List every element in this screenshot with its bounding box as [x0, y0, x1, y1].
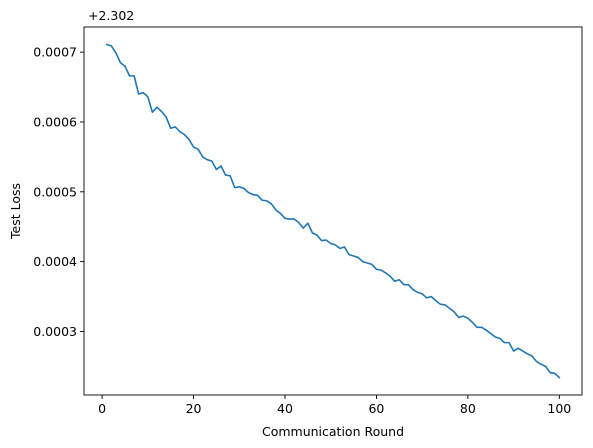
- plot-frame: [83, 26, 583, 396]
- y-tick-label: 0.0005: [33, 184, 77, 199]
- plot-area: [105, 43, 561, 379]
- y-axis-label: Test Loss: [8, 183, 23, 240]
- x-axis: 0 20 40 60 80 100: [98, 395, 571, 416]
- y-tick-label: 0.0007: [33, 45, 77, 60]
- x-tick-label: 0: [98, 401, 106, 416]
- x-tick-label: 20: [186, 401, 202, 416]
- x-tick-label: 60: [368, 401, 384, 416]
- y-tick-label: 0.0004: [33, 254, 77, 269]
- y-axis: 0.0003 0.0004 0.0005 0.0006 0.0007: [33, 45, 84, 339]
- y-tick-label: 0.0006: [33, 114, 77, 129]
- y-offset-label: +2.302: [88, 8, 134, 23]
- x-tick-label: 100: [547, 401, 571, 416]
- x-tick-label: 40: [277, 401, 293, 416]
- y-tick-label: 0.0003: [33, 324, 77, 339]
- x-tick-label: 80: [460, 401, 476, 416]
- x-axis-label: Communication Round: [262, 424, 404, 439]
- series-line: [105, 43, 561, 379]
